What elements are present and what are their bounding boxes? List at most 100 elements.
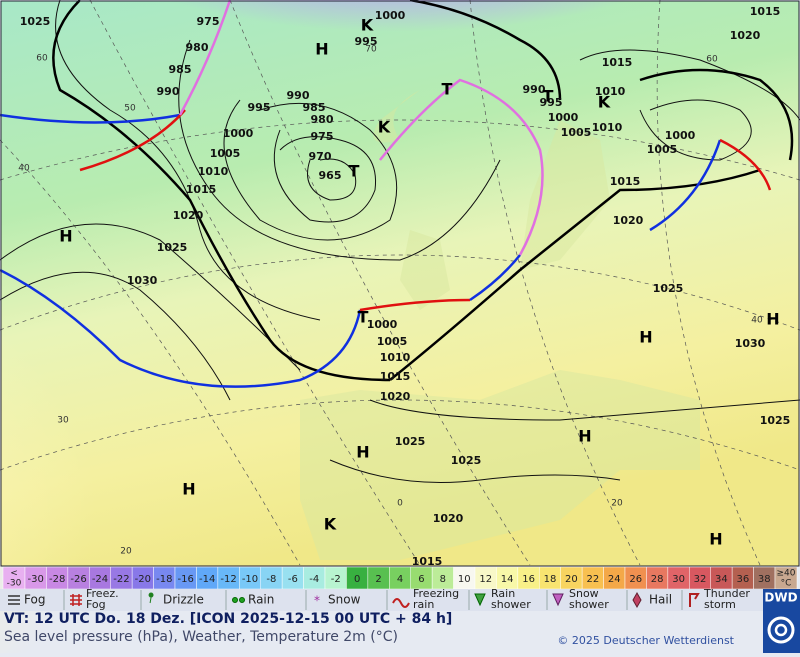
weather-legend-item: Freez. Fog bbox=[70, 587, 119, 611]
scale-label: -2 bbox=[331, 574, 341, 585]
icon bbox=[689, 593, 700, 607]
pressure-center: T bbox=[442, 80, 453, 99]
weather-legend-label: Snow bbox=[328, 593, 361, 607]
weather-legend-label: Hail bbox=[649, 593, 672, 607]
grid-label: 30 bbox=[57, 416, 69, 426]
grid-label: 0 bbox=[397, 499, 403, 509]
scale-label: 12 bbox=[479, 574, 492, 585]
isobar-label: 1000 bbox=[665, 129, 696, 142]
isobar-label: 1020 bbox=[173, 209, 204, 222]
pressure-center: H bbox=[356, 443, 369, 462]
pressure-center: H bbox=[578, 427, 591, 446]
pressure-center: H bbox=[766, 310, 779, 329]
fronts bbox=[0, 0, 772, 388]
icon: * bbox=[314, 594, 320, 608]
scale-label: 30 bbox=[672, 574, 685, 585]
isobar-label: 985 bbox=[169, 63, 192, 76]
isobar-label: 1010 bbox=[380, 351, 411, 364]
pressure-center: H bbox=[315, 40, 328, 59]
isobar-label: 975 bbox=[197, 15, 220, 28]
isobar-label: 1010 bbox=[592, 121, 623, 134]
scale-label: 26 bbox=[629, 574, 642, 585]
weather-legend-item: Drizzle bbox=[148, 592, 204, 607]
scale-low-label: -30 bbox=[7, 579, 22, 589]
scale-label: 28 bbox=[651, 574, 664, 585]
isobar-label: 995 bbox=[248, 101, 271, 114]
scale-label: 32 bbox=[694, 574, 707, 585]
weather-legend-label: Freezing rain bbox=[413, 587, 459, 611]
icon bbox=[632, 591, 642, 609]
scale-label: 2 bbox=[375, 574, 381, 585]
pressure-center: K bbox=[361, 16, 374, 35]
isobar-label: 1015 bbox=[380, 370, 411, 383]
isobar-label: 1015 bbox=[186, 183, 217, 196]
icon bbox=[232, 597, 238, 603]
weather-legend-label: Rain shower bbox=[491, 587, 531, 611]
grid-label: 40 bbox=[18, 164, 30, 174]
pressure-center: H bbox=[182, 480, 195, 499]
scale-label: -30 bbox=[28, 574, 44, 585]
isobar-label: 1025 bbox=[653, 282, 684, 295]
isobar-label: 1020 bbox=[613, 214, 644, 227]
scale-label: 34 bbox=[715, 574, 728, 585]
weather-legend-label: Snow shower bbox=[569, 587, 609, 611]
isobar-label: 990 bbox=[523, 83, 546, 96]
grid-label: 50 bbox=[124, 104, 136, 114]
pressure-center: T bbox=[358, 308, 369, 327]
isobar-label: 1020 bbox=[433, 512, 464, 525]
scale-label: -22 bbox=[113, 574, 129, 585]
icon bbox=[70, 594, 82, 606]
scale-label: 14 bbox=[501, 574, 514, 585]
weather-legend-bg bbox=[0, 589, 763, 611]
weather-legend-item: Hail bbox=[632, 591, 672, 609]
scale-label: -4 bbox=[309, 574, 319, 585]
scale-label: -20 bbox=[135, 574, 151, 585]
scale-high-label: °C bbox=[781, 579, 792, 589]
isobar-label: 975 bbox=[311, 130, 334, 143]
isobar-label: 1020 bbox=[380, 390, 411, 403]
grid-label: 40 bbox=[751, 316, 763, 326]
scale-high-label: ≥40 bbox=[777, 569, 796, 579]
grid-label: 70 bbox=[365, 45, 377, 55]
scale-label: -28 bbox=[49, 574, 65, 585]
scale-label: 8 bbox=[440, 574, 446, 585]
icon bbox=[392, 598, 410, 608]
icon bbox=[239, 597, 245, 603]
parallels bbox=[0, 119, 800, 471]
weather-legend: Fog Freez. Fog Drizzle Rain * Snow Freezing rain… bbox=[8, 587, 750, 611]
weather-legend-item: Fog bbox=[8, 593, 45, 607]
isobar-label: 990 bbox=[287, 89, 310, 102]
scale-label: -12 bbox=[220, 574, 236, 585]
isobar-label: 965 bbox=[319, 169, 342, 182]
scale-label: 38 bbox=[758, 574, 771, 585]
grid-label: 20 bbox=[120, 547, 132, 557]
pressure-center: T bbox=[543, 87, 554, 106]
icon bbox=[148, 592, 154, 604]
isobar-label: 980 bbox=[186, 41, 209, 54]
pressure-center: H bbox=[639, 328, 652, 347]
icon bbox=[552, 593, 564, 607]
isobars bbox=[0, 0, 800, 483]
valid-time: VT: 12 UTC Do. 18 Dez. [ICON 2025-12-15 … bbox=[4, 611, 452, 627]
isobar-label: 1005 bbox=[561, 126, 592, 139]
isobar-label: 1000 bbox=[223, 127, 254, 140]
pressure-center: K bbox=[378, 118, 391, 137]
copyright: © 2025 Deutscher Wetterdienst bbox=[557, 634, 734, 647]
dwd-logo: DWD bbox=[763, 589, 800, 653]
isobar-label: 980 bbox=[311, 113, 334, 126]
scale-label: -10 bbox=[242, 574, 258, 585]
isobar-label: 1015 bbox=[602, 56, 633, 69]
grid-label: 20 bbox=[611, 499, 623, 509]
scale-low-label: < bbox=[10, 569, 18, 579]
weather-legend-item: Rain shower bbox=[474, 587, 531, 611]
scale-label: 0 bbox=[354, 574, 360, 585]
weather-legend-label: Rain bbox=[248, 593, 274, 607]
isobar-label: 970 bbox=[309, 150, 332, 163]
isobar-label: 1015 bbox=[412, 555, 443, 568]
isobar-label: 1000 bbox=[367, 318, 398, 331]
scale-label: -14 bbox=[199, 574, 215, 585]
scale-label: 10 bbox=[458, 574, 471, 585]
